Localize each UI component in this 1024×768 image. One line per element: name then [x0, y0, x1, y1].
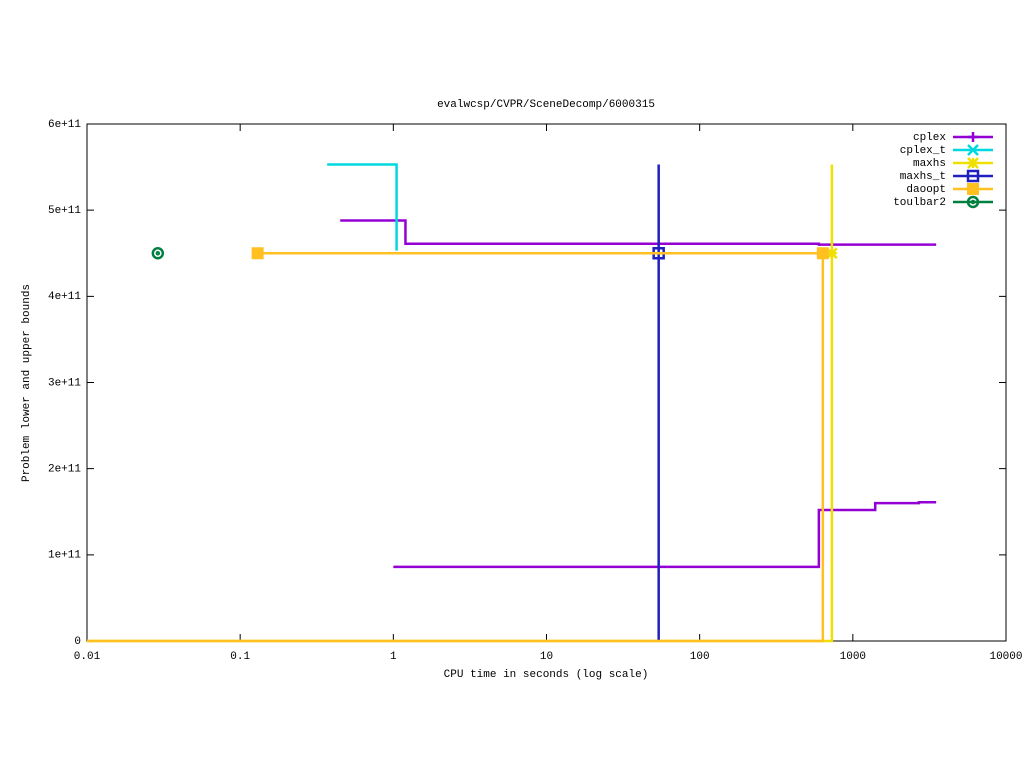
- y-tick-label: 1e+11: [48, 550, 81, 562]
- x-axis-label: CPU time in seconds (log scale): [444, 669, 649, 681]
- series-line: [327, 163, 398, 251]
- y-tick-label: 3e+11: [48, 377, 81, 389]
- legend-label: cplex_t: [900, 145, 946, 157]
- x-tick-label: 10: [540, 651, 553, 663]
- x-tick-label: 100: [690, 651, 710, 663]
- legend-label: cplex: [913, 132, 946, 144]
- y-tick-label: 5e+11: [48, 205, 81, 217]
- series-line: [340, 219, 937, 569]
- series-marker: [826, 247, 838, 260]
- x-tick-label: 1: [390, 651, 397, 663]
- legend-label: daoopt: [906, 184, 946, 196]
- legend-marker: [967, 157, 979, 169]
- series-marker: [151, 247, 165, 260]
- x-tick-label: 1000: [840, 651, 866, 663]
- x-tick-label: 10000: [989, 651, 1022, 663]
- x-tick-label: 0.01: [74, 651, 101, 663]
- legend-marker: [968, 132, 978, 142]
- y-axis-label: Problem lower and upper bounds: [21, 284, 33, 482]
- legend-label: maxhs: [913, 158, 946, 170]
- legend-marker: [966, 195, 980, 209]
- y-tick-label: 4e+11: [48, 291, 81, 303]
- y-tick-label: 2e+11: [48, 464, 81, 476]
- series-marker: [652, 247, 665, 260]
- series-marker: [251, 247, 264, 260]
- series-marker: [816, 247, 829, 260]
- chart-title: evalwcsp/CVPR/SceneDecomp/6000315: [437, 99, 655, 111]
- y-tick-label: 0: [74, 636, 81, 648]
- legend-label: maxhs_t: [900, 171, 946, 183]
- legend-marker: [967, 144, 979, 156]
- legend-marker: [967, 183, 979, 195]
- y-tick-label: 6e+11: [48, 119, 81, 131]
- legend-label: toulbar2: [893, 197, 946, 209]
- x-tick-label: 0.1: [230, 651, 250, 663]
- series-line: [87, 252, 825, 643]
- legend-marker: [966, 169, 980, 183]
